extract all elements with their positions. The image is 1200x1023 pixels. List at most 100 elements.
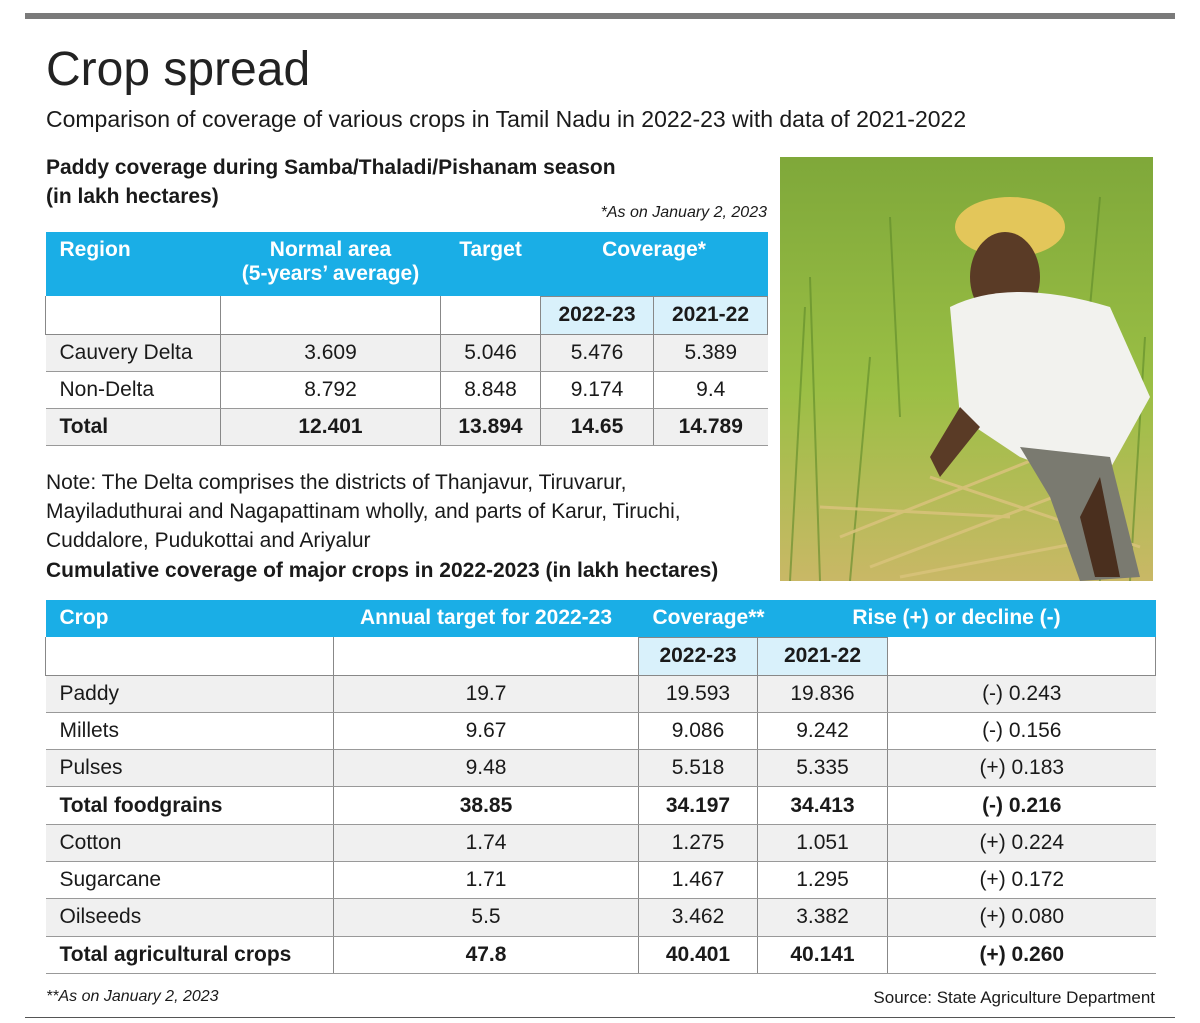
row-label: Millets — [45, 712, 334, 751]
table-body: Region Normal area (5-years’ average) Targ… — [45, 232, 769, 446]
value-cell: 5.335 — [757, 749, 888, 788]
row-label: Total — [45, 408, 221, 446]
blank-cell — [45, 296, 221, 335]
blank-cell — [333, 637, 639, 676]
value-cell: 9.48 — [333, 749, 639, 788]
value-cell: 3.382 — [757, 898, 888, 937]
value-cell: 19.836 — [757, 675, 888, 713]
paddy-footnote: *As on January 2, 2023 — [600, 204, 767, 221]
value-cell: (+) 0.183 — [886, 749, 1156, 788]
value-cell: 9.67 — [333, 712, 639, 751]
header-cell: Region — [45, 232, 221, 296]
value-cell: (+) 0.172 — [886, 861, 1156, 900]
value-cell: (+) 0.224 — [886, 824, 1156, 862]
bottom-rule — [25, 1017, 1175, 1018]
value-cell: 9.086 — [638, 712, 758, 751]
value-cell: 40.141 — [757, 936, 888, 974]
value-cell: (+) 0.260 — [886, 936, 1156, 974]
value-cell: (+) 0.080 — [886, 898, 1156, 937]
header-cell: Rise (+) or decline (-) — [757, 600, 1156, 637]
value-cell: 9.174 — [540, 371, 654, 409]
crops-table: Crop Annual target for 2022-23 Coverage** R… — [45, 600, 1157, 974]
value-cell: 1.467 — [638, 861, 758, 900]
header-cell: Coverage* — [540, 232, 768, 296]
note: Note: The Delta comprises the districts … — [46, 471, 681, 552]
value-cell: 9.242 — [757, 712, 888, 751]
value-cell: 19.593 — [638, 675, 758, 713]
value-cell: 14.789 — [652, 408, 768, 446]
header-cell: Annual target for 2022-23 — [333, 600, 639, 637]
value-cell: 1.74 — [333, 824, 639, 862]
row-label: Paddy — [45, 675, 334, 713]
row-label: Cauvery Delta — [45, 334, 221, 372]
table-row: Total foodgrains 38.85 34.197 34.413 (-) 0.2… — [45, 786, 1156, 825]
value-cell: 1.71 — [333, 861, 639, 900]
value-cell: 12.401 — [220, 408, 441, 446]
value-cell: 38.85 — [333, 786, 639, 825]
subheader-cell: 2021-22 — [652, 295, 769, 335]
value-cell: 34.413 — [757, 786, 888, 825]
value-cell: (-) 0.243 — [886, 675, 1156, 713]
value-cell: 8.848 — [440, 371, 541, 409]
header-cell: Target — [440, 232, 541, 296]
subtitle: Comparison of coverage of various crops … — [46, 106, 967, 132]
value-cell: 3.609 — [220, 334, 441, 372]
blank-cell — [45, 637, 334, 676]
blank-cell — [886, 637, 1157, 676]
value-cell: 1.275 — [638, 824, 758, 862]
header-cell: Crop — [45, 600, 334, 637]
value-cell: 19.7 — [333, 675, 639, 713]
subheader-cell: 2022-23 — [540, 295, 654, 335]
table-row: Sugarcane 1.71 1.467 1.295 (+) 0.172 — [45, 861, 1156, 900]
value-cell: 5.518 — [638, 749, 758, 788]
table-row: Millets 9.67 9.086 9.242 (-) 0.156 — [45, 712, 1156, 751]
photo — [780, 157, 1153, 581]
table-row: Paddy 19.7 19.593 19.836 (-) 0.243 — [45, 675, 1156, 713]
value-cell: (-) 0.216 — [886, 786, 1156, 825]
row-label: Oilseeds — [45, 898, 334, 937]
value-cell: 5.046 — [440, 334, 541, 372]
value-cell: (-) 0.156 — [886, 712, 1156, 751]
subheader-cell: 2022-23 — [638, 636, 758, 676]
top-rule — [25, 13, 1175, 19]
value-cell: 3.462 — [638, 898, 758, 937]
table-row: Total agricultural crops 47.8 40.401 40.141… — [45, 936, 1156, 974]
row-label: Total agricultural crops — [45, 936, 334, 974]
table-row: Oilseeds 5.5 3.462 3.382 (+) 0.080 — [45, 898, 1156, 937]
paddy-unit: (in lakh hectares) — [46, 185, 219, 208]
crops-footnote: **As on January 2, 2023 — [46, 988, 219, 1005]
header-row: Crop Annual target for 2022-23 Coverage** R… — [45, 600, 1156, 637]
source: Source: State Agriculture Department — [873, 988, 1155, 1007]
value-cell: 5.389 — [652, 334, 768, 372]
header-cell: Normal area (5-years’ average) — [220, 232, 441, 296]
value-cell: 8.792 — [220, 371, 441, 409]
blank-cell — [440, 296, 541, 335]
row-label: Pulses — [45, 749, 334, 788]
value-cell: 14.65 — [540, 408, 654, 446]
row-label: Total foodgrains — [45, 786, 334, 825]
crops-heading: Cumulative coverage of major crops in 20… — [46, 559, 719, 582]
value-cell: 47.8 — [333, 936, 639, 974]
value-cell: 1.051 — [757, 824, 888, 862]
title: Crop spread — [46, 43, 311, 96]
table-row: Total 12.401 13.894 14.65 14.789 — [45, 408, 768, 446]
paddy-heading: Paddy coverage during Samba/Thaladi/Pish… — [46, 156, 616, 179]
subheader-cell: 2021-22 — [757, 636, 888, 676]
paddy-table: Region Normal area (5-years’ average) Targ… — [45, 232, 769, 446]
header-cell: Coverage** — [638, 600, 765, 637]
value-cell: 40.401 — [638, 936, 758, 974]
row-label: Non-Delta — [45, 371, 221, 409]
table-row: Cauvery Delta 3.609 5.046 5.476 5.389 — [45, 334, 768, 372]
table-body: Crop Annual target for 2022-23 Coverage** R… — [45, 600, 1157, 974]
value-cell: 1.295 — [757, 861, 888, 900]
value-cell: 5.476 — [540, 334, 654, 372]
subheader-row: 2022-23 2021-22 — [45, 636, 1157, 676]
subheader-row: 2022-23 2021-22 — [45, 295, 769, 335]
blank-cell — [220, 296, 441, 335]
value-cell: 5.5 — [333, 898, 639, 937]
value-cell: 13.894 — [440, 408, 541, 446]
value-cell: 34.197 — [638, 786, 758, 825]
table-row: Cotton 1.74 1.275 1.051 (+) 0.224 — [45, 824, 1156, 862]
row-label: Sugarcane — [45, 861, 334, 900]
